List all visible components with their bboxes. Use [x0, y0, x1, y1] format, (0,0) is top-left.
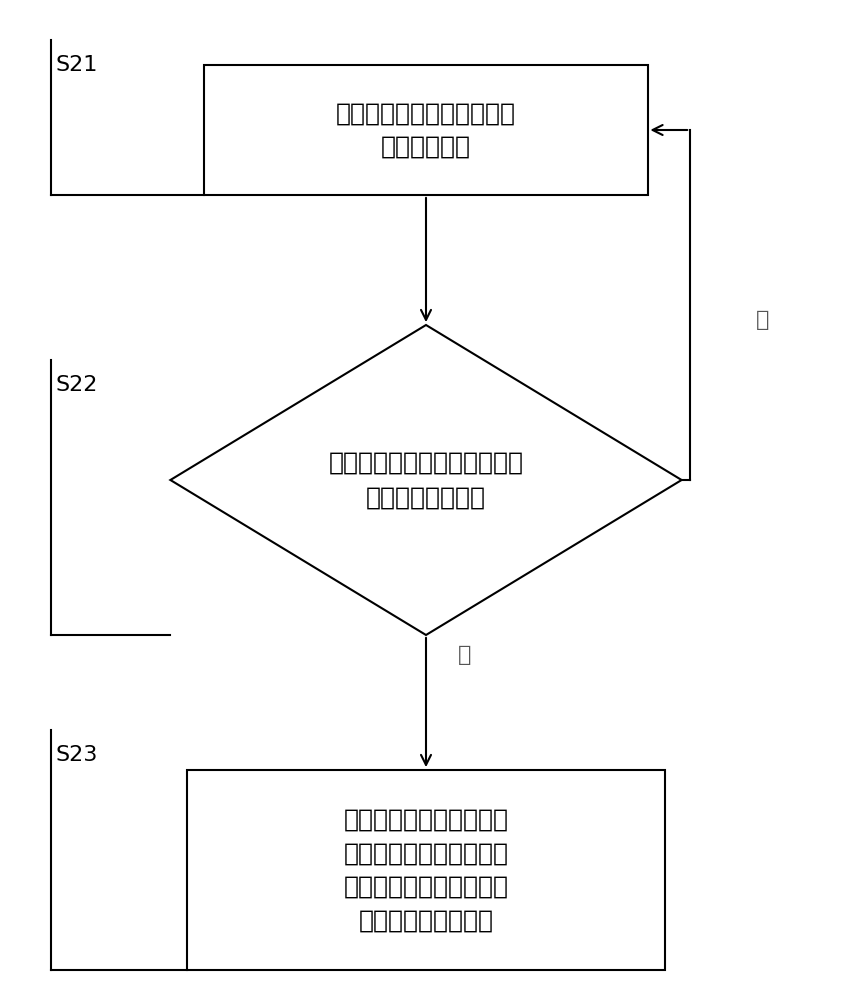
- Text: S23: S23: [55, 745, 98, 765]
- FancyBboxPatch shape: [187, 770, 665, 970]
- Text: 在确定第一指纹信息与第
一预定指纹信息匹配的情
况下，隐藏分屏显示在第
二屏幕中的多个应用: 在确定第一指纹信息与第 一预定指纹信息匹配的情 况下，隐藏分屏显示在第 二屏幕中…: [343, 808, 509, 932]
- Text: S21: S21: [55, 55, 98, 75]
- FancyBboxPatch shape: [204, 65, 648, 195]
- Text: 是: 是: [756, 310, 769, 330]
- Polygon shape: [170, 325, 682, 635]
- Text: 获取通过第一屏幕接收到的
第一指纹信息: 获取通过第一屏幕接收到的 第一指纹信息: [336, 101, 516, 159]
- Text: S22: S22: [55, 375, 98, 395]
- Text: 否: 否: [458, 645, 471, 665]
- Text: 判断第一指纹信息是否与第一
预定指纹信息匹配: 判断第一指纹信息是否与第一 预定指纹信息匹配: [329, 450, 523, 510]
